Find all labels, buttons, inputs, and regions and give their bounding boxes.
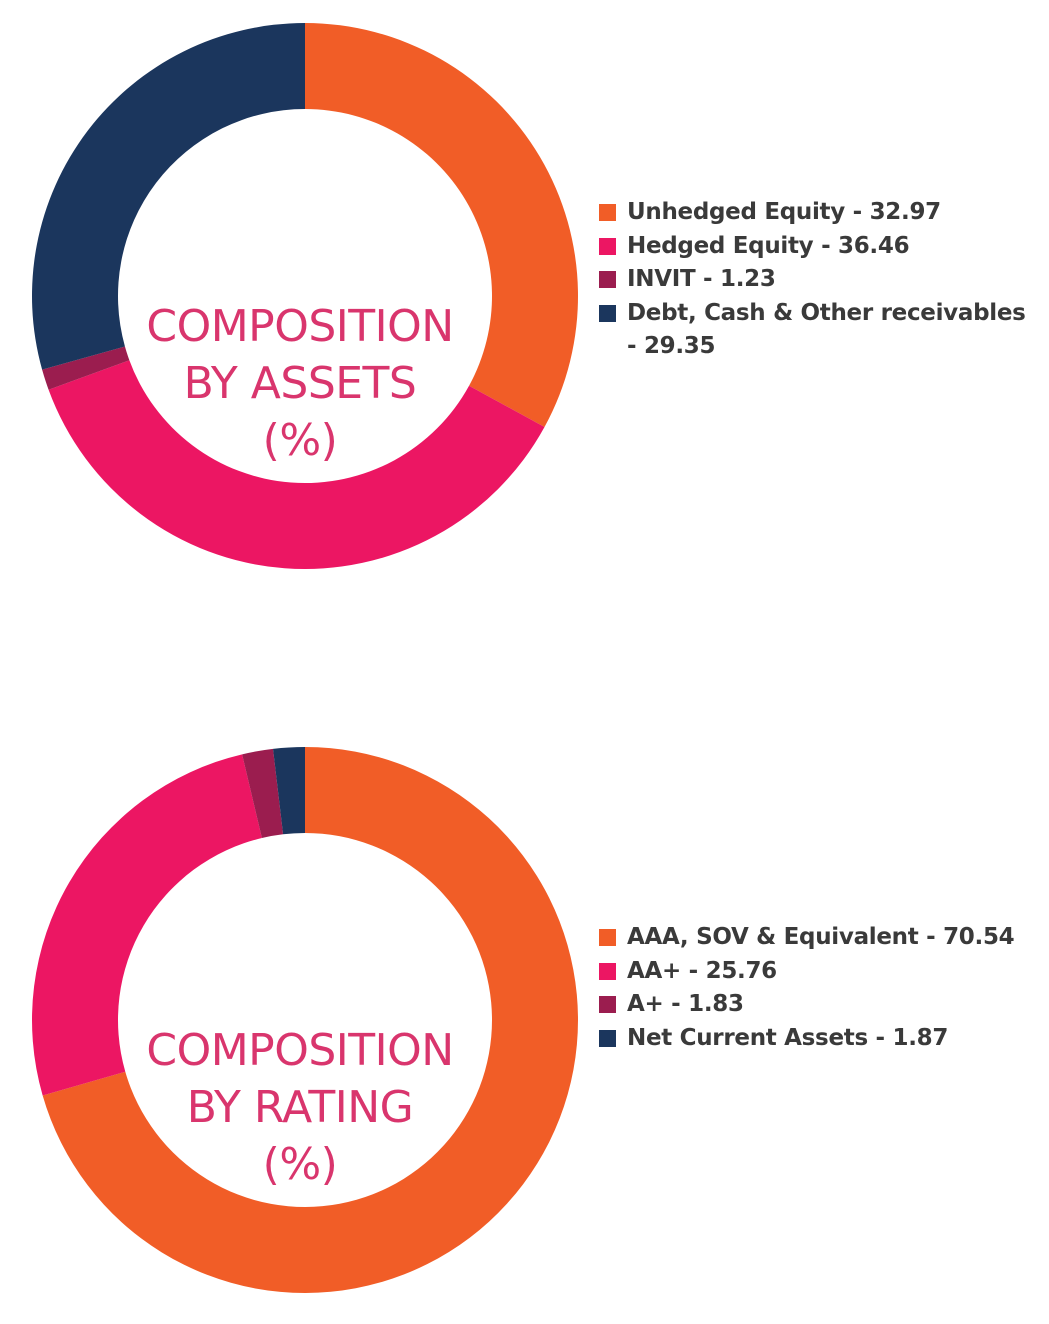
legend-swatch	[599, 271, 616, 288]
legend-swatch	[599, 962, 616, 980]
rating-donut	[31, 747, 579, 1293]
legend-swatch	[599, 204, 616, 221]
legend-item-hedged-equity: Hedged Equity - 36.46	[599, 230, 1039, 264]
composition-by-rating-chart: COMPOSITION BY RATING (%) AAA, SOV & Equ…	[0, 724, 1049, 1324]
legend-item-aa-plus: AA+ - 25.76	[599, 955, 1039, 989]
legend-label: AA+ - 25.76	[627, 957, 777, 984]
donut-slice-1-1	[31, 754, 262, 1096]
legend-item-aaa-sov: AAA, SOV & Equivalent - 70.54	[599, 921, 1039, 955]
donut-slice-0-0	[305, 23, 579, 428]
donut-slice-1-0	[42, 747, 579, 1293]
legend-item-invit: INVIT - 1.23	[599, 263, 1039, 297]
legend-label: Net Current Assets - 1.87	[627, 1024, 949, 1051]
legend-swatch	[599, 304, 616, 322]
assets-donut	[32, 23, 579, 570]
legend-label: Unhedged Equity - 32.97	[627, 199, 941, 225]
donut-slice-1-3	[272, 747, 305, 835]
legend-label: INVIT - 1.23	[627, 266, 776, 292]
legend-swatch	[599, 237, 616, 255]
legend-swatch	[599, 929, 616, 946]
legend-swatch	[599, 1029, 616, 1047]
donut-slice-0-1	[48, 360, 545, 570]
donut-slice-0-2	[42, 346, 130, 390]
legend-label: Debt, Cash & Other receivables - 29.35	[627, 299, 1026, 360]
legend-swatch	[599, 996, 616, 1013]
rating-legend: AAA, SOV & Equivalent - 70.54 AA+ - 25.7…	[599, 921, 1039, 1055]
composition-by-assets-chart: COMPOSITION BY ASSETS (%) Unhedged Equit…	[0, 0, 1049, 600]
legend-item-debt-cash: Debt, Cash & Other receivables - 29.35	[599, 297, 1039, 364]
assets-title-line-1: COMPOSITION	[146, 301, 454, 352]
rating-center-title: COMPOSITION BY RATING (%)	[105, 1022, 495, 1193]
legend-label: AAA, SOV & Equivalent - 70.54	[627, 924, 1015, 950]
assets-legend: Unhedged Equity - 32.97 Hedged Equity - …	[599, 196, 1039, 364]
legend-item-unhedged-equity: Unhedged Equity - 32.97	[599, 196, 1039, 230]
donut-slice-1-2	[242, 748, 284, 839]
legend-item-a-plus: A+ - 1.83	[599, 988, 1039, 1022]
assets-title-line-3: (%)	[262, 415, 338, 466]
legend-label: A+ - 1.83	[627, 991, 744, 1017]
legend-label: Hedged Equity - 36.46	[627, 232, 910, 259]
rating-title-line-2: BY RATING	[186, 1082, 414, 1133]
assets-center-title: COMPOSITION BY ASSETS (%)	[105, 298, 495, 469]
assets-title-line-2: BY ASSETS	[183, 358, 417, 409]
donut-slice-0-3	[32, 23, 306, 370]
rating-title-line-3: (%)	[262, 1139, 338, 1190]
legend-item-net-current-assets: Net Current Assets - 1.87	[599, 1022, 1039, 1056]
rating-title-line-1: COMPOSITION	[146, 1025, 454, 1076]
